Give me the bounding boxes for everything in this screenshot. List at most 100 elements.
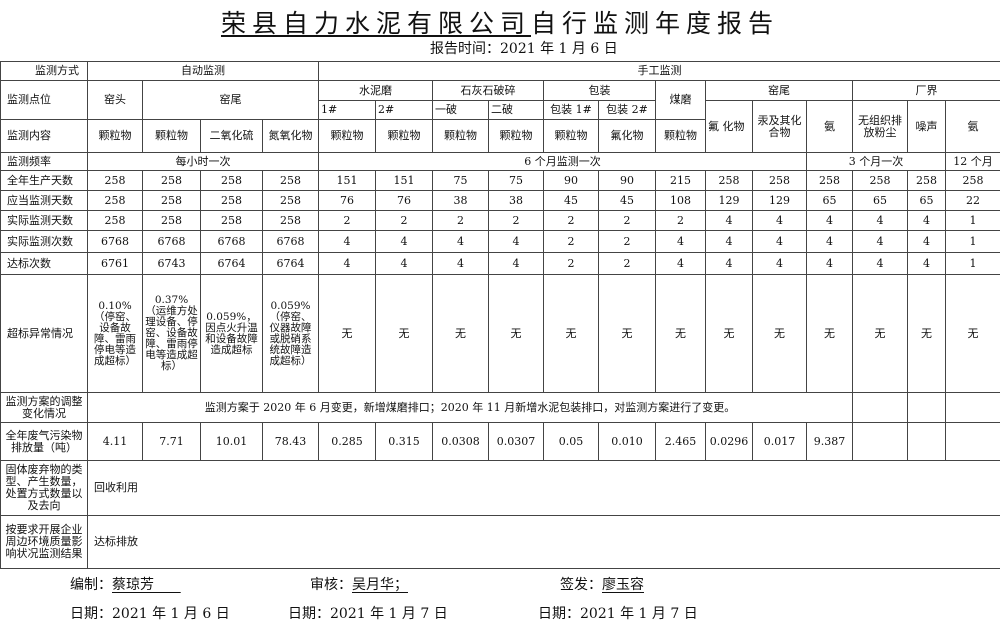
content-cell: 颗粒物 <box>543 119 599 153</box>
value-cell: 4 <box>375 252 433 275</box>
value-cell: 75 <box>488 170 544 191</box>
prepared-label: 编制： <box>70 577 112 593</box>
empty-cell <box>852 392 908 423</box>
value-cell: 258 <box>87 190 143 211</box>
value-cell: 2 <box>543 210 599 231</box>
value-cell: 4 <box>852 230 908 253</box>
emission-cell: 0.05 <box>543 422 599 461</box>
value-cell: 108 <box>655 190 706 211</box>
value-cell: 151 <box>375 170 433 191</box>
report-name: 自行监测年度报告 <box>531 9 780 38</box>
value-cell: 258 <box>262 170 319 191</box>
abnormal-cell: 无 <box>655 274 706 393</box>
prepared-by: 编制：蔡琼芳 <box>70 574 181 594</box>
content-cell: 颗粒物 <box>375 119 433 153</box>
packing-2: 包装 2# <box>598 100 656 120</box>
solid-waste-row: 固体废弃物的类型、产生数量，处置方式数量以及去向 回收利用 <box>0 460 1000 516</box>
value-cell: 2 <box>598 210 656 231</box>
date-reviewed: 日期：2021 年 1 月 7 日 <box>288 606 448 622</box>
value-cell: 4 <box>907 230 946 253</box>
date-issued: 日期：2021 年 1 月 7 日 <box>538 606 698 622</box>
noise: 噪声 <box>907 100 946 153</box>
monitoring-table: 监测方式 自动监测 手工监测 监测点位 窑头 窑尾 水泥磨 石灰石破碎 包装 煤… <box>0 61 1000 569</box>
row-label: 实际监测天数 <box>0 210 88 231</box>
abnormal-cell: 无 <box>852 274 908 393</box>
adjustment-row: 监测方案的调整变化情况 监测方案于 2020 年 6 月变更，新增煤磨排口；202… <box>0 392 1000 423</box>
manual-monitoring: 手工监测 <box>317 61 1000 81</box>
issued-by: 签发：廖玉容 <box>560 574 644 594</box>
plant-boundary: 厂界 <box>851 80 1000 101</box>
content-cell: 颗粒物 <box>655 119 706 153</box>
adjustment-label: 监测方案的调整变化情况 <box>0 392 88 423</box>
freq-6-months: 6 个月监测一次 <box>318 152 807 171</box>
emission-cell: 10.01 <box>200 422 263 461</box>
value-cell: 45 <box>598 190 656 211</box>
value-cell: 258 <box>142 190 201 211</box>
emission-cell: 7.71 <box>142 422 201 461</box>
mercury: 汞及其化合物 <box>752 100 807 153</box>
value-cell: 1 <box>944 210 1000 231</box>
value-cell: 258 <box>87 170 143 191</box>
value-cell: 4 <box>705 230 753 253</box>
value-cell: 258 <box>752 170 807 191</box>
value-cell: 4 <box>705 252 753 275</box>
value-cell: 6761 <box>87 252 143 275</box>
company-name: 荣县自力水泥有限公司 <box>220 9 531 38</box>
value-cell: 258 <box>944 170 1000 191</box>
value-cell: 151 <box>318 170 376 191</box>
value-cell: 258 <box>200 210 263 231</box>
value-cell: 4 <box>806 230 853 253</box>
value-cell: 6768 <box>142 230 201 253</box>
emission-cell: 0.010 <box>598 422 656 461</box>
table-row: 全年生产天数 258 258 258 258 151 151 75 75 90 90 215 258 25… <box>0 170 1000 191</box>
content-cell: 颗粒物 <box>318 119 376 153</box>
abnormal-cell: 无 <box>598 274 656 393</box>
emission-cell: 9.387 <box>806 422 853 461</box>
value-cell: 76 <box>318 190 376 211</box>
kiln-tail-manual: 窑尾 <box>705 80 853 101</box>
point-row: 监测点位 窑头 窑尾 水泥磨 石灰石破碎 包装 煤磨 窑尾 厂界 <box>0 80 1000 120</box>
table-row: 应当监测天数 258 258 258 258 76 76 38 38 45 45 108 129 129 6… <box>0 190 1000 211</box>
fluoride: 氟 化物 <box>705 100 753 153</box>
value-cell: 129 <box>752 190 807 211</box>
emission-cell <box>852 422 908 461</box>
page-title: 荣县自力水泥有限公司自行监测年度报告 <box>0 4 1000 40</box>
subpoint-row: 1# 2# 一破 二破 包装 1# 包装 2# 氟 化物 汞及其化合物 氨 无组… <box>1 100 1000 153</box>
fugitive-dust: 无组织排放粉尘 <box>852 100 908 153</box>
adjustment-text: 监测方案于 2020 年 6 月变更，新增煤磨排口；2020 年 11 月新增水… <box>87 392 853 423</box>
value-cell: 4 <box>852 252 908 275</box>
packing: 包装 <box>543 80 656 101</box>
abnormal-cell: 0.059%，因点火升温和设备故障造成超标 <box>200 274 263 393</box>
value-cell: 258 <box>142 170 201 191</box>
emission-label: 全年废气污染物排放量（吨） <box>0 422 88 461</box>
row-label: 实际监测次数 <box>0 230 88 253</box>
abnormal-label: 超标异常情况 <box>0 274 88 393</box>
row-label: 达标次数 <box>0 252 88 275</box>
value-cell: 2 <box>543 252 599 275</box>
abnormal-row: 超标异常情况 0.10%（停窑、设备故障、雷雨停电等造成超标） 0.37%（运维方处… <box>0 274 1000 393</box>
limestone-crushing: 石灰石破碎 <box>432 80 544 101</box>
abnormal-cell: 无 <box>944 274 1000 393</box>
solid-waste-label: 固体废弃物的类型、产生数量，处置方式数量以及去向 <box>0 460 88 516</box>
value-cell: 6743 <box>142 252 201 275</box>
emission-cell: 0.315 <box>375 422 433 461</box>
ammonia-boundary: 氨 <box>944 100 1000 153</box>
content-cell: 颗粒物 <box>488 119 544 153</box>
abnormal-cell: 无 <box>752 274 807 393</box>
value-cell: 258 <box>142 210 201 231</box>
abnormal-cell: 0.37%（运维方处理设备、停窑、设备故障、雷雨停电等造成超标） <box>142 274 201 393</box>
value-cell: 4 <box>432 230 489 253</box>
value-cell: 90 <box>598 170 656 191</box>
value-cell: 2 <box>375 210 433 231</box>
value-cell: 2 <box>432 210 489 231</box>
content-cell: 颗粒物 <box>87 119 143 153</box>
value-cell: 90 <box>543 170 599 191</box>
value-cell: 258 <box>705 170 753 191</box>
value-cell: 6768 <box>87 230 143 253</box>
value-cell: 258 <box>262 210 319 231</box>
reviewed-by: 审核：吴月华； <box>310 574 408 594</box>
cement-mill-1: 1# <box>318 100 376 120</box>
content-label: 监测内容 <box>0 119 88 153</box>
emission-cell: 0.017 <box>752 422 807 461</box>
emission-cell: 0.0307 <box>488 422 544 461</box>
